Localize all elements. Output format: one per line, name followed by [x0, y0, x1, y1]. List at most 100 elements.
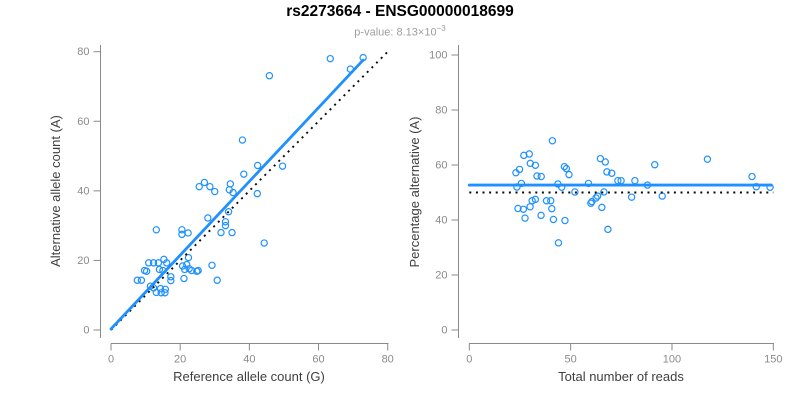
- figure-subtitle: p-value: 8.13×10−3: [0, 24, 800, 39]
- left-y-axis-title: Alternative allele count (A): [48, 115, 63, 267]
- left-y-tick-label: 20: [77, 255, 89, 267]
- right-data-point: [517, 179, 526, 188]
- right-data-point: [593, 192, 602, 200]
- right-data-point: [598, 203, 606, 212]
- right-data-point: [554, 239, 563, 247]
- right-x-tick-label: 50: [565, 354, 577, 366]
- right-data-point: [631, 176, 639, 185]
- left-data-point: [278, 162, 287, 170]
- left-data-point: [228, 228, 236, 237]
- left-x-tick-label: 20: [174, 354, 186, 366]
- right-data-point: [592, 194, 600, 202]
- left-x-tick-label: 60: [312, 354, 324, 366]
- left-data-point: [145, 259, 153, 267]
- right-x-tick-label: 150: [764, 354, 782, 366]
- left-y-tick-label: 0: [83, 325, 89, 337]
- left-data-point: [213, 276, 221, 284]
- right-data-point: [515, 165, 524, 174]
- right-data-point: [514, 204, 522, 213]
- left-data-point: [152, 226, 161, 234]
- left-data-point: [137, 276, 146, 284]
- right-data-point: [748, 172, 756, 181]
- left-data-point: [162, 259, 171, 267]
- pvalue-text: p-value: 8.13×10: [354, 26, 437, 39]
- right-data-point: [604, 225, 612, 234]
- right-data-point: [560, 162, 569, 171]
- right-data-point: [703, 155, 712, 163]
- left-data-point: [253, 189, 262, 198]
- right-data-point: [562, 164, 571, 173]
- left-data-point: [180, 265, 189, 274]
- left-data-point: [167, 276, 175, 285]
- left-data-point: [142, 267, 151, 275]
- left-data-point: [253, 161, 262, 170]
- left-data-point: [221, 218, 230, 226]
- right-data-point: [537, 211, 545, 220]
- left-y-tick-label: 60: [77, 116, 89, 128]
- left-data-point: [206, 182, 214, 191]
- left-data-point: [184, 253, 193, 262]
- left-x-tick-label: 80: [382, 354, 394, 366]
- left-fit-line: [109, 58, 365, 331]
- left-data-point: [178, 230, 186, 239]
- right-data-point: [548, 205, 556, 213]
- figure-title: rs2273664 - ENSG00000018699: [286, 3, 514, 20]
- right-x-tick-label: 0: [466, 354, 472, 366]
- right-data-point: [525, 150, 533, 158]
- left-data-point: [184, 229, 192, 237]
- right-data-point: [600, 188, 608, 196]
- left-reference-line: [110, 49, 391, 331]
- right-data-point: [561, 216, 569, 225]
- right-data-point: [596, 154, 605, 163]
- right-y-tick-label: 40: [435, 215, 447, 227]
- left-data-point: [161, 289, 169, 297]
- right-data-point: [531, 195, 540, 204]
- right-y-tick-label: 60: [435, 160, 447, 172]
- right-data-point: [752, 183, 760, 191]
- left-data-point: [156, 284, 165, 293]
- right-data-point: [547, 197, 555, 205]
- left-data-point: [224, 208, 233, 216]
- right-data-point: [549, 215, 558, 224]
- right-data-point: [548, 137, 557, 145]
- left-data-point: [149, 259, 158, 267]
- right-y-tick-label: 100: [429, 50, 447, 62]
- left-x-tick-label: 40: [243, 354, 255, 366]
- left-data-point: [326, 54, 334, 63]
- right-data-point: [565, 170, 573, 179]
- left-data-point: [180, 274, 188, 283]
- right-data-point: [519, 205, 528, 213]
- right-data-point: [584, 179, 593, 188]
- right-x-tick-label: 100: [663, 354, 681, 366]
- right-data-point: [542, 197, 551, 205]
- right-data-point: [658, 192, 666, 200]
- left-data-point: [229, 188, 237, 197]
- right-data-point: [521, 214, 529, 222]
- right-data-point: [651, 161, 659, 169]
- left-data-point: [217, 228, 225, 237]
- left-data-point: [238, 136, 247, 144]
- left-y-tick-label: 40: [77, 185, 89, 197]
- right-y-tick-label: 20: [435, 270, 447, 282]
- left-data-point: [187, 266, 196, 275]
- right-y-tick-label: 0: [441, 325, 447, 337]
- right-data-point: [537, 172, 545, 181]
- left-data-point: [200, 178, 209, 187]
- left-data-point: [240, 170, 248, 178]
- right-data-point: [608, 169, 616, 177]
- right-data-point: [571, 188, 579, 196]
- right-data-point: [526, 203, 534, 211]
- left-x-tick-label: 0: [108, 354, 114, 366]
- left-data-point: [157, 289, 165, 297]
- left-data-point: [178, 226, 186, 234]
- left-x-axis-title: Reference allele count (G): [173, 369, 325, 384]
- left-data-point: [211, 187, 219, 196]
- right-data-point: [603, 168, 611, 176]
- left-data-point: [226, 180, 235, 188]
- right-data-point: [533, 172, 541, 180]
- right-data-point: [627, 193, 636, 201]
- left-data-point: [221, 221, 230, 230]
- left-data-point: [204, 214, 212, 222]
- left-data-point: [133, 276, 141, 284]
